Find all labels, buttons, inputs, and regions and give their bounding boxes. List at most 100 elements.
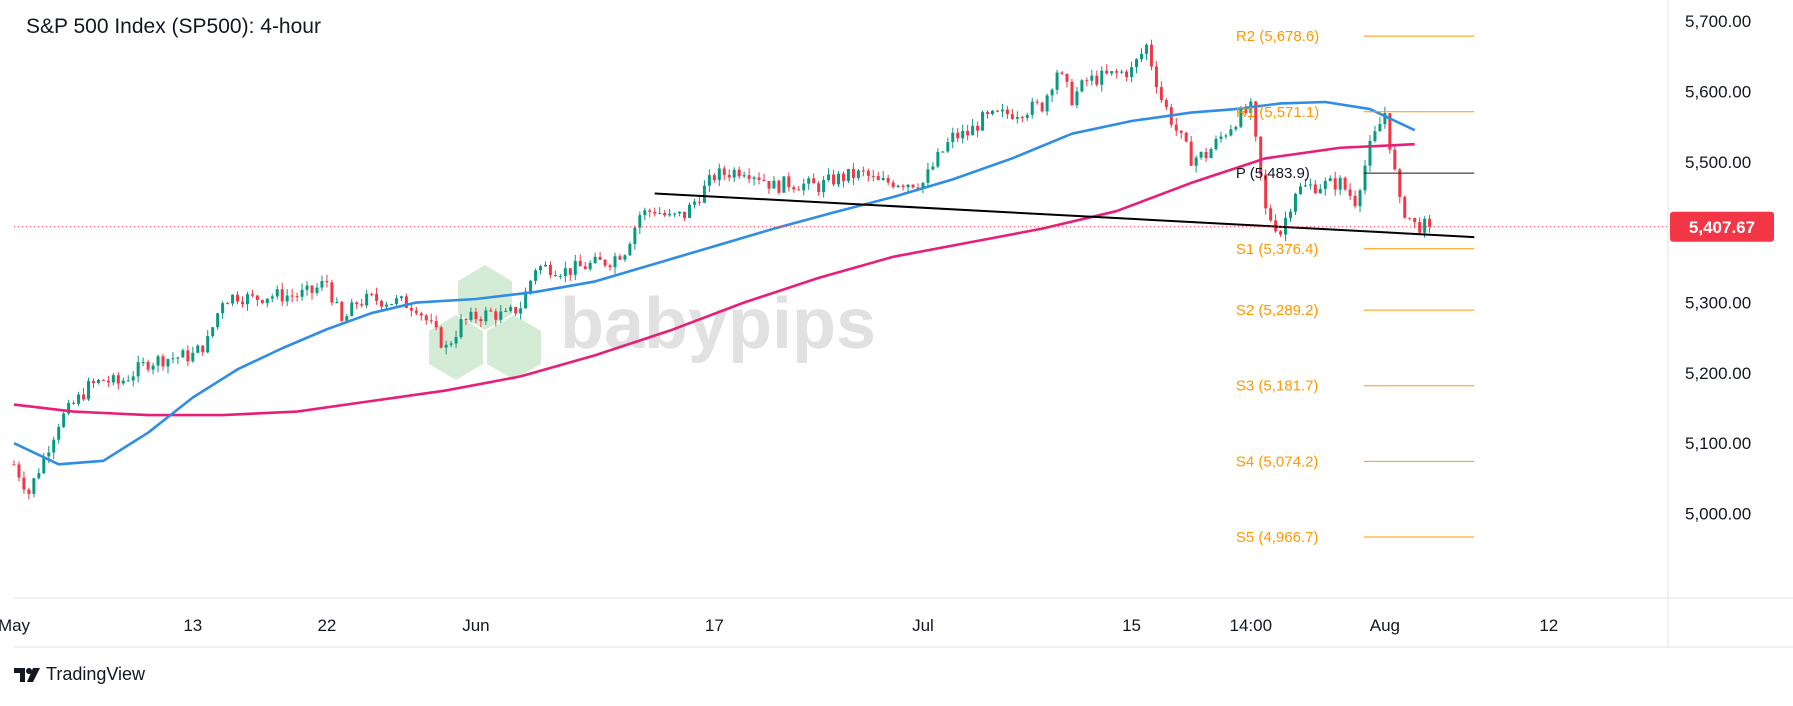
candle-body <box>1050 89 1054 96</box>
candle-body <box>509 307 513 311</box>
candle-body <box>1000 109 1004 112</box>
candle-body <box>966 130 970 136</box>
candle-body <box>1184 132 1188 142</box>
candle-body <box>47 452 51 457</box>
candle-body <box>340 301 344 321</box>
candle-body <box>355 302 359 305</box>
candle-body <box>226 303 230 305</box>
candle-body <box>1149 44 1153 67</box>
candle-body <box>1224 135 1228 137</box>
candle-body <box>861 170 865 172</box>
candle-body <box>52 439 56 453</box>
candle-body <box>976 125 980 131</box>
candle-body <box>712 175 716 181</box>
candle-body <box>916 187 920 189</box>
candle-body <box>951 132 955 143</box>
candle-body <box>837 173 841 185</box>
y-tick-label: 5,300.00 <box>1685 294 1751 313</box>
candle-body <box>305 285 309 290</box>
candle-body <box>300 289 304 297</box>
candle-body <box>399 296 403 299</box>
candle-body <box>370 293 374 295</box>
candle-body <box>1179 130 1183 133</box>
candle-body <box>1318 189 1322 194</box>
candle-body <box>161 356 165 367</box>
candle-body <box>812 178 816 184</box>
candle-body <box>1264 174 1268 209</box>
candle-body <box>1105 70 1109 74</box>
candle-body <box>181 350 185 358</box>
candle-body <box>886 178 890 183</box>
plot-area: R2 (5,678.6) R1 (5,571.1) P (5,483.9) S1 (5… <box>12 28 1668 546</box>
candle-body <box>534 270 538 281</box>
candle-body <box>603 259 607 266</box>
candle-body <box>856 170 860 179</box>
candle-body <box>67 402 71 414</box>
x-axis[interactable]: May 13 22 Jun 17 Jul 15 14:00 Aug 12 <box>0 616 1558 635</box>
candle-body <box>1219 136 1223 139</box>
candles <box>12 39 1432 500</box>
candle-body <box>280 289 284 302</box>
x-tick-label: 15 <box>1122 616 1141 635</box>
y-tick-label: 5,000.00 <box>1685 505 1751 524</box>
last-price-label: 5,407.67 <box>1689 218 1755 237</box>
candle-body <box>946 142 950 152</box>
candle-body <box>434 321 438 328</box>
candle-body <box>1194 157 1198 166</box>
candle-body <box>961 130 965 139</box>
candle-body <box>236 294 240 302</box>
candle-body <box>1393 149 1397 170</box>
y-axis[interactable]: 5,000.005,100.005,200.005,300.005,400.00… <box>1670 12 1774 524</box>
candle-body <box>141 362 145 364</box>
candle-body <box>851 168 855 179</box>
candle-body <box>866 170 870 176</box>
candle-body <box>1368 141 1372 166</box>
candle-body <box>464 319 468 321</box>
candle-body <box>504 310 508 312</box>
candle-body <box>663 213 667 216</box>
candle-body <box>1323 181 1327 190</box>
candle-body <box>489 310 493 312</box>
candle-body <box>871 175 875 177</box>
candle-body <box>474 311 478 320</box>
candle-body <box>1229 129 1233 136</box>
candle-body <box>1388 113 1392 150</box>
candle-body <box>1065 73 1069 82</box>
candle-body <box>17 464 21 478</box>
candle-body <box>126 380 130 382</box>
candle-body <box>846 168 850 181</box>
candle-body <box>1398 169 1402 197</box>
candle-body <box>633 227 637 245</box>
candle-body <box>221 303 225 314</box>
candle-body <box>772 180 776 189</box>
candle-body <box>936 151 940 167</box>
candle-body <box>245 294 249 305</box>
candle-body <box>986 112 990 115</box>
watermark-hex-icon <box>487 315 541 380</box>
x-tick-label: Jul <box>912 616 934 635</box>
candle-body <box>1343 177 1347 190</box>
last-price-badge <box>1670 211 1774 242</box>
candle-body <box>732 169 736 178</box>
candle-body <box>692 201 696 205</box>
candle-body <box>583 266 587 270</box>
candle-body <box>926 169 930 183</box>
candle-body <box>231 294 235 304</box>
candle-body <box>444 344 448 348</box>
candle-body <box>742 175 746 177</box>
candle-body <box>1204 151 1208 159</box>
candle-body <box>171 358 175 360</box>
candle-body <box>201 345 205 353</box>
candle-body <box>931 166 935 170</box>
candle-body <box>1010 114 1014 119</box>
candle-body <box>315 287 319 293</box>
candle-body <box>817 183 821 193</box>
candle-body <box>1413 217 1417 223</box>
candle-body <box>881 178 885 181</box>
candle-body <box>72 402 76 404</box>
candle-body <box>12 464 16 466</box>
candle-body <box>330 282 334 303</box>
candle-body <box>722 168 726 175</box>
candle-body <box>1025 114 1029 118</box>
candle-body <box>385 304 389 307</box>
